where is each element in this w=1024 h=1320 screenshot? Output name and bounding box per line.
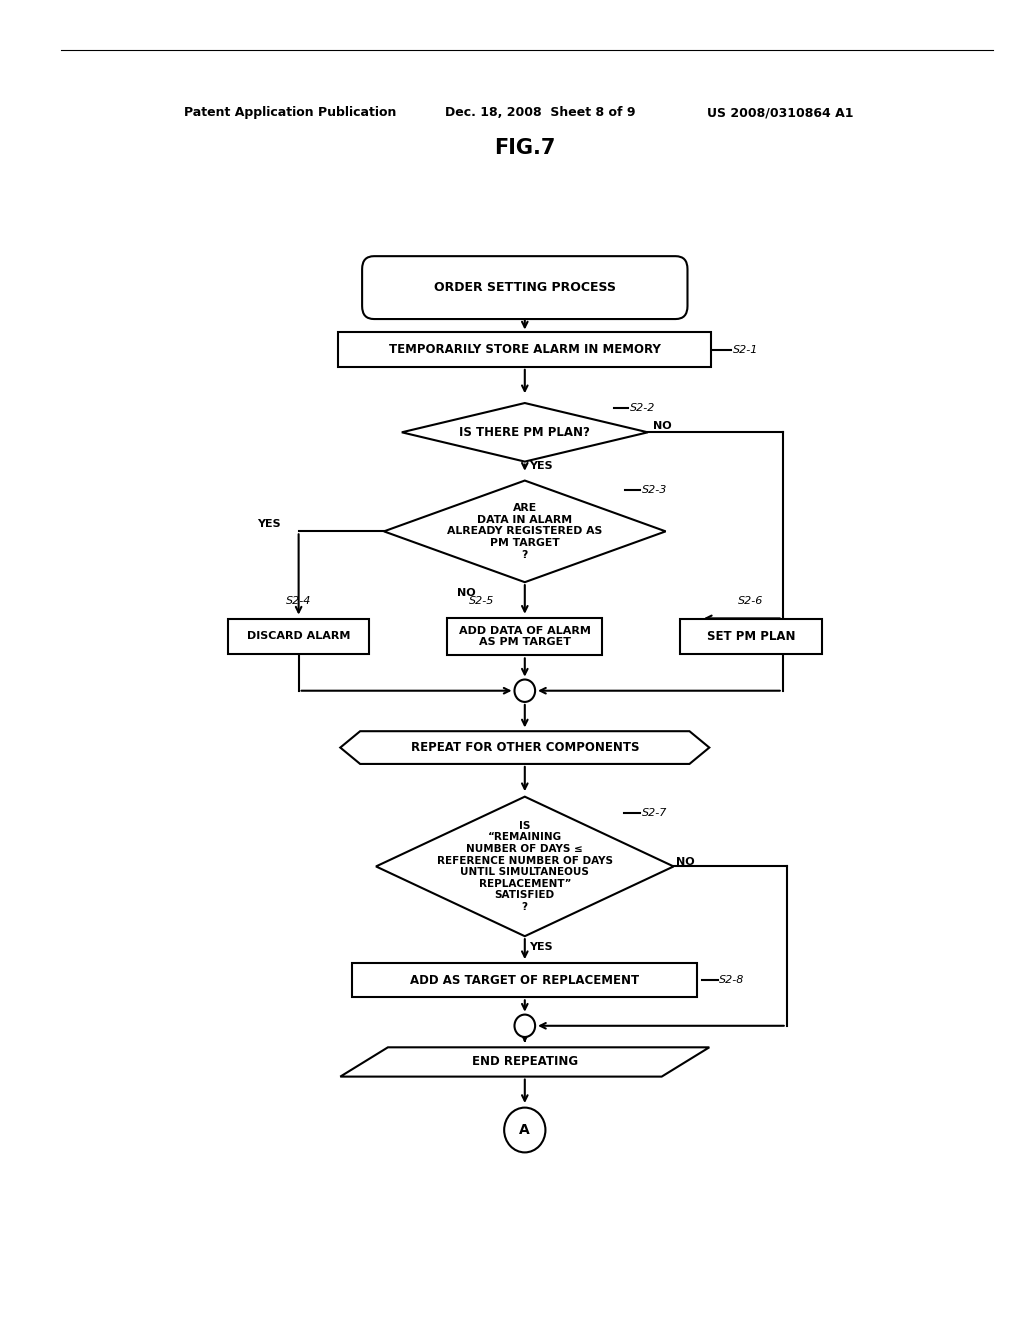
Text: S2-8: S2-8 <box>719 975 744 985</box>
Text: S2-4: S2-4 <box>286 597 311 606</box>
Text: S2-1: S2-1 <box>733 345 758 355</box>
Circle shape <box>514 1015 536 1038</box>
Bar <box>352 962 697 998</box>
Text: TEMPORARILY STORE ALARM IN MEMORY: TEMPORARILY STORE ALARM IN MEMORY <box>389 343 660 356</box>
Polygon shape <box>340 731 710 764</box>
Polygon shape <box>401 403 648 462</box>
Text: ADD AS TARGET OF REPLACEMENT: ADD AS TARGET OF REPLACEMENT <box>411 974 639 986</box>
Text: S2-6: S2-6 <box>738 597 764 606</box>
Text: YES: YES <box>528 941 552 952</box>
Text: US 2008/0310864 A1: US 2008/0310864 A1 <box>708 106 854 119</box>
Text: S2-5: S2-5 <box>469 597 495 606</box>
Text: IS THERE PM PLAN?: IS THERE PM PLAN? <box>460 426 590 438</box>
Text: SET PM PLAN: SET PM PLAN <box>707 630 796 643</box>
Bar <box>680 619 821 653</box>
Polygon shape <box>376 797 674 936</box>
Text: Patent Application Publication: Patent Application Publication <box>183 106 396 119</box>
Text: DISCARD ALARM: DISCARD ALARM <box>247 631 350 642</box>
Circle shape <box>504 1107 546 1152</box>
Text: NO: NO <box>676 857 694 867</box>
Text: S2-7: S2-7 <box>641 808 667 818</box>
Text: YES: YES <box>258 519 282 528</box>
Text: FIG.7: FIG.7 <box>495 139 555 158</box>
Bar <box>338 333 712 367</box>
Text: YES: YES <box>528 461 552 471</box>
Text: IS
“REMAINING
NUMBER OF DAYS ≤
REFERENCE NUMBER OF DAYS
UNTIL SIMULTANEOUS
REPLA: IS “REMAINING NUMBER OF DAYS ≤ REFERENCE… <box>437 821 612 912</box>
Text: ARE
DATA IN ALARM
ALREADY REGISTERED AS
PM TARGET
?: ARE DATA IN ALARM ALREADY REGISTERED AS … <box>447 503 602 560</box>
Text: NO: NO <box>457 589 475 598</box>
FancyBboxPatch shape <box>362 256 687 319</box>
Text: ADD DATA OF ALARM
AS PM TARGET: ADD DATA OF ALARM AS PM TARGET <box>459 626 591 647</box>
Text: S2-3: S2-3 <box>641 484 667 495</box>
Text: END REPEATING: END REPEATING <box>472 1056 578 1068</box>
Bar <box>447 618 602 656</box>
Text: NO: NO <box>653 421 672 432</box>
Polygon shape <box>384 480 666 582</box>
Text: Dec. 18, 2008  Sheet 8 of 9: Dec. 18, 2008 Sheet 8 of 9 <box>445 106 636 119</box>
Polygon shape <box>340 1047 710 1077</box>
Circle shape <box>514 680 536 702</box>
Text: ORDER SETTING PROCESS: ORDER SETTING PROCESS <box>434 281 615 294</box>
Text: REPEAT FOR OTHER COMPONENTS: REPEAT FOR OTHER COMPONENTS <box>411 741 639 754</box>
Text: S2-2: S2-2 <box>630 403 655 413</box>
Text: A: A <box>519 1123 530 1137</box>
Bar <box>228 619 370 653</box>
